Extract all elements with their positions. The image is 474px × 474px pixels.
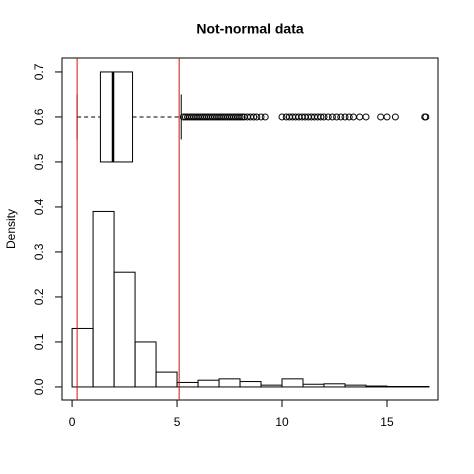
box	[99, 71, 134, 163]
y-tick-label: 0.1	[32, 333, 46, 350]
outlier	[383, 113, 391, 121]
y-tick-label: 0.6	[32, 108, 46, 125]
outlier	[320, 113, 328, 121]
outlier	[278, 113, 286, 121]
outlier	[345, 113, 353, 121]
y-tick-label: 0.2	[32, 288, 46, 305]
histogram-bar	[302, 383, 325, 388]
outlier	[337, 113, 345, 121]
y-tick-label: 0.5	[32, 153, 46, 170]
outlier	[349, 113, 357, 121]
histogram-bar	[323, 383, 346, 388]
y-tick-label: 0.7	[32, 63, 46, 80]
chart-title: Not-normal data	[196, 21, 304, 37]
outlier	[422, 113, 430, 121]
histogram-bar	[260, 384, 283, 388]
outlier	[324, 113, 332, 121]
outlier	[257, 113, 265, 121]
outlier	[377, 113, 385, 121]
histogram-bar	[71, 327, 94, 388]
histogram-bar	[155, 371, 178, 388]
x-tick-label: 10	[275, 415, 289, 429]
histogram-bar	[365, 385, 388, 388]
outlier	[362, 113, 370, 121]
histogram-bar	[281, 378, 304, 388]
outlier	[333, 113, 341, 121]
outlier	[341, 113, 349, 121]
y-tick-label: 0.4	[32, 198, 46, 215]
outlier	[328, 113, 336, 121]
histogram-bar	[113, 271, 136, 388]
y-tick-label: 0.3	[32, 243, 46, 260]
histogram-bar	[218, 378, 241, 388]
histogram-bar	[197, 379, 220, 388]
outlier	[391, 113, 399, 121]
outlier	[238, 113, 246, 121]
outlier	[356, 113, 364, 121]
x-tick-label: 0	[69, 415, 76, 429]
outlier	[261, 113, 269, 121]
histogram-bar	[92, 210, 115, 388]
histogram-bar	[239, 381, 262, 388]
outlier	[236, 113, 244, 121]
y-tick-label: 0.0	[32, 378, 46, 395]
histogram-bar	[176, 381, 199, 388]
x-tick-label: 15	[380, 415, 394, 429]
histogram-bar	[134, 341, 157, 388]
histogram-bar	[344, 384, 367, 388]
outlier	[317, 113, 325, 121]
outlier	[253, 113, 261, 121]
x-tick-label: 5	[174, 415, 181, 429]
outlier	[250, 113, 258, 121]
y-axis-label: Density	[4, 209, 18, 249]
